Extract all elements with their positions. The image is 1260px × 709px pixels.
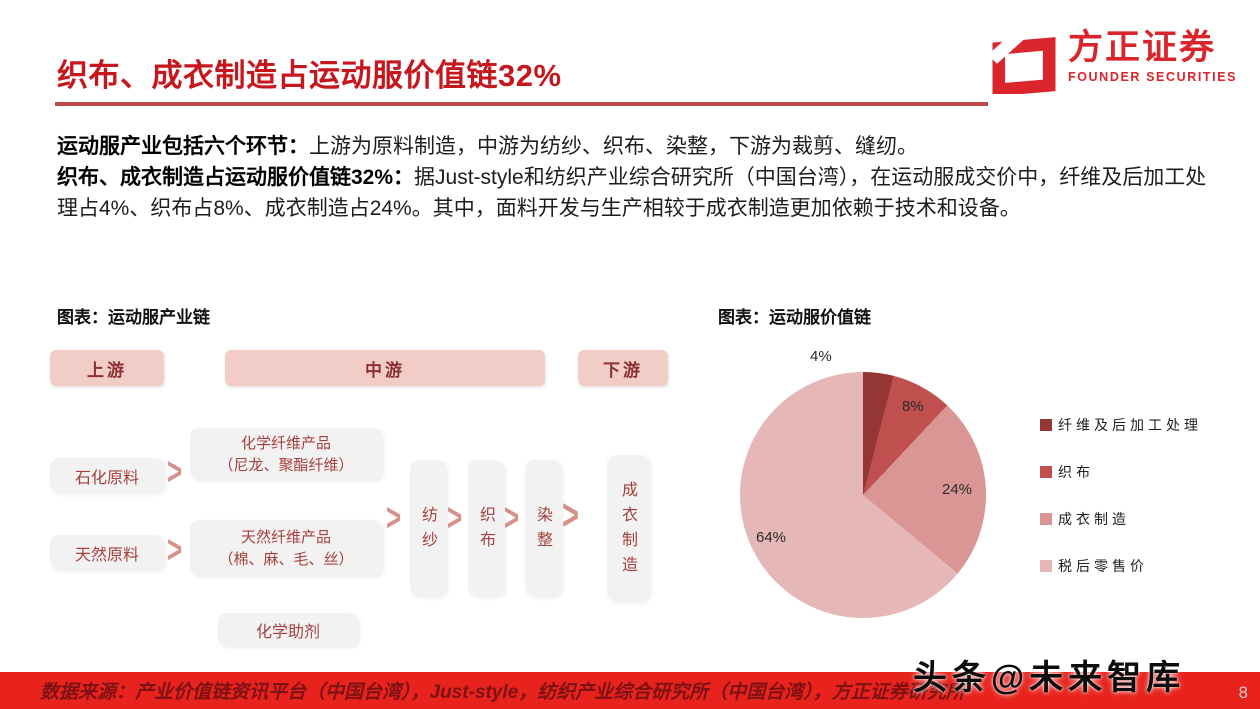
legend-swatch-icon	[1040, 512, 1052, 525]
flow-arrow-icon: >	[562, 491, 579, 540]
node-chemical-additive: 化学助剂	[218, 613, 358, 646]
pie-data-label: 4%	[810, 348, 832, 365]
node-natural-fiber-line2: （棉、麻、毛、丝）	[218, 550, 354, 568]
node-spinning: 纺纱	[410, 460, 446, 596]
watermark-text: 头条@未来智库	[913, 659, 1186, 697]
logo-en-text: FOUNDER SECURITIES	[1068, 70, 1238, 84]
node-natural-fiber-line1: 天然纤维产品	[240, 528, 331, 546]
data-source-bar: 数据来源：产业价值链资讯平台（中国台湾），Just-style，纺织产业综合研究…	[0, 672, 1260, 709]
industry-chart-heading: 图表：运动服产业链	[57, 308, 210, 327]
node-chemical-fiber: 化学纤维产品 （尼龙、聚酯纤维）	[190, 428, 382, 480]
stage-pill-midstream: 中游	[225, 350, 545, 386]
node-dyeing: 染整	[525, 460, 561, 596]
intro-line-1-text: 上游为原料制造，中游为纺纱、织布、染整，下游为裁剪、缝纫。	[309, 135, 918, 158]
page-number: 8	[1238, 683, 1248, 702]
node-natural-fiber: 天然纤维产品 （棉、麻、毛、丝）	[190, 520, 382, 576]
node-chemical-fiber-line2: （尼龙、聚酯纤维）	[218, 456, 354, 474]
node-natural-raw: 天然原料	[50, 535, 164, 570]
stage-pill-downstream: 下游	[578, 350, 668, 386]
legend-label: 织布	[1058, 464, 1094, 481]
industry-flow-diagram: 上游 中游 下游 石化原料 化学纤维产品 （尼龙、聚酯纤维） 天然原料 天然纤维…	[50, 350, 675, 655]
flow-arrow-icon: >	[447, 494, 463, 540]
pie-data-label: 64%	[756, 529, 787, 546]
legend-label: 税后零售价	[1058, 558, 1148, 575]
founder-logo-mark-icon	[988, 30, 1056, 94]
legend-item: 纤维及后加工处理	[1040, 414, 1202, 435]
pie-legend: 纤维及后加工处理 织布 成衣制造 税后零售价	[1040, 414, 1202, 576]
flow-arrow-icon: >	[167, 526, 183, 572]
pie-graphic	[740, 372, 986, 618]
node-garment-manufacturing: 成衣制造	[607, 455, 649, 601]
intro-line-1: 运动服产业包括六个环节：上游为原料制造，中游为纺纱、织布、染整，下游为裁剪、缝纫…	[57, 131, 1209, 162]
node-weaving: 织布	[468, 460, 504, 596]
legend-item: 织布	[1040, 461, 1202, 482]
intro-line-2: 织布、成衣制造占运动服价值链32%：据Just-style和纺织产业综合研究所（…	[57, 162, 1209, 224]
legend-item: 税后零售价	[1040, 555, 1202, 576]
founder-securities-logo: 方正证券 FOUNDER SECURITIES	[988, 28, 1237, 94]
title-underline-rule	[55, 102, 988, 106]
page-title: 织布、成衣制造占运动服价值链32%	[57, 58, 562, 93]
value-chain-pie-chart: 4% 8% 24% 64% 纤维及后加工处理 织布 成衣制造 税后零售价	[700, 340, 1240, 640]
flow-arrow-icon: >	[386, 494, 402, 540]
value-chart-heading: 图表：运动服价值链	[718, 308, 871, 327]
legend-label: 成衣制造	[1058, 511, 1130, 528]
legend-item: 成衣制造	[1040, 508, 1202, 529]
intro-paragraph: 运动服产业包括六个环节：上游为原料制造，中游为纺纱、织布、染整，下游为裁剪、缝纫…	[57, 131, 1209, 224]
node-petrochemical-raw: 石化原料	[50, 458, 164, 493]
flow-arrow-icon: >	[167, 448, 183, 494]
legend-swatch-icon	[1040, 465, 1052, 478]
intro-line-1-lead: 运动服产业包括六个环节：	[57, 135, 309, 158]
intro-line-2-text: 据Just-style和纺织产业综合研究所（中国台湾），在运动服成交价中，纤维及…	[57, 166, 1207, 220]
legend-swatch-icon	[1040, 418, 1052, 431]
legend-label: 纤维及后加工处理	[1058, 417, 1202, 434]
intro-line-2-lead: 织布、成衣制造占运动服价值链32%：	[57, 166, 415, 189]
stage-pill-upstream: 上游	[50, 350, 164, 386]
pie-data-label: 8%	[902, 398, 924, 415]
pie-data-label: 24%	[942, 481, 973, 498]
logo-cn-text: 方正证券	[1068, 28, 1217, 67]
data-source-text: 数据来源：产业价值链资讯平台（中国台湾），Just-style，纺织产业综合研究…	[40, 682, 965, 703]
legend-swatch-icon	[1040, 559, 1052, 572]
node-chemical-fiber-line1: 化学纤维产品	[240, 434, 331, 452]
logo-text: 方正证券 FOUNDER SECURITIES	[1068, 28, 1237, 84]
flow-arrow-icon: >	[504, 494, 520, 540]
